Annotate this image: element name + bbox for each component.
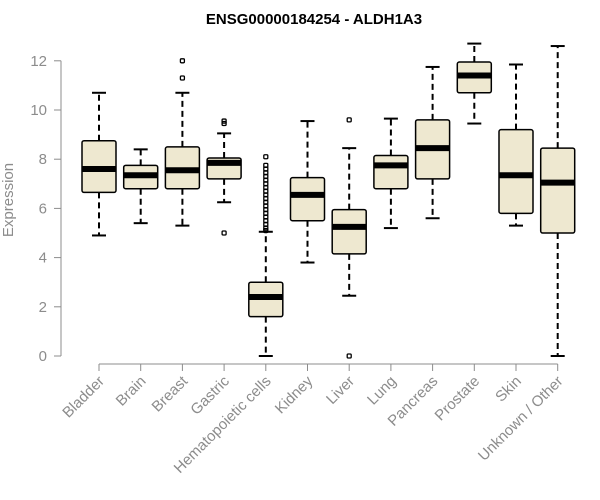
outlier-point	[263, 227, 269, 234]
box-group	[498, 63, 534, 227]
box-group	[248, 154, 284, 357]
outlier-point	[346, 353, 352, 359]
box-group	[331, 117, 367, 359]
outlier-point	[221, 230, 227, 236]
outlier-point	[179, 75, 186, 81]
outlier-point	[263, 154, 269, 160]
outlier-point	[346, 117, 352, 123]
box-group	[373, 117, 409, 230]
y-tick-label: 2	[39, 299, 47, 316]
box-group	[206, 118, 242, 236]
chart-title: ENSG00000184254 - ALDH1A3	[206, 11, 422, 28]
box-group	[164, 58, 201, 227]
outlier-point	[263, 162, 269, 169]
y-tick-label: 8	[39, 151, 47, 168]
box-iqr	[498, 128, 534, 215]
x-tick-label: Breast	[149, 372, 192, 415]
x-tick-label: Bladder	[59, 373, 108, 422]
box-iqr	[289, 176, 326, 222]
x-tick-label: Kidney	[272, 372, 317, 417]
plot-area	[81, 42, 576, 359]
box-group	[456, 42, 493, 125]
outlier-point	[221, 118, 227, 124]
y-tick-label: 6	[39, 200, 47, 217]
box-group	[81, 91, 117, 237]
box-iqr	[331, 208, 367, 255]
y-tick-label: 4	[39, 250, 47, 267]
box-group	[122, 148, 159, 225]
y-tick-label: 10	[30, 102, 47, 119]
box-group	[539, 45, 576, 357]
box-group	[414, 65, 451, 220]
x-tick-label: Skin	[492, 373, 525, 406]
x-tick-label: Liver	[323, 373, 358, 408]
y-axis: 0 2 4 6 8 10 12	[30, 53, 62, 365]
y-tick-label: 12	[30, 53, 47, 70]
y-axis-label: Expression	[0, 163, 17, 237]
box-group	[289, 120, 326, 264]
y-tick-label: 0	[39, 348, 47, 365]
box-iqr	[539, 147, 576, 234]
x-tick-label: Brain	[113, 373, 150, 410]
x-tick-label: Lung	[364, 373, 400, 409]
box-iqr	[373, 154, 409, 190]
outlier-point	[179, 58, 186, 64]
x-tick-label: Prostate	[432, 373, 484, 425]
outlier-point	[221, 120, 227, 127]
